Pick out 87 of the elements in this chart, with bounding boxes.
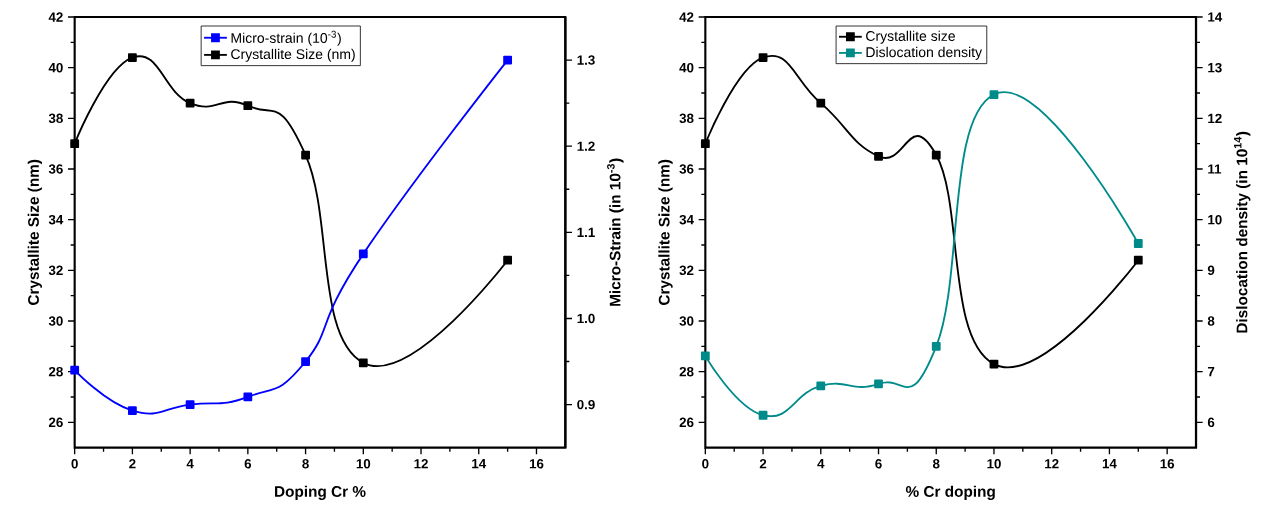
x-tick-label: 6 xyxy=(244,459,252,469)
y2-tick-label: 12 xyxy=(1208,113,1222,123)
x-tick-label: 12 xyxy=(414,459,428,469)
point xyxy=(503,255,513,265)
x-tick-label: 2 xyxy=(129,459,136,469)
y2-axis-title: Micro-Strain (in 10$^{-3}$) xyxy=(607,158,624,306)
point xyxy=(874,151,883,161)
legend-label: Dislocation density xyxy=(866,46,983,60)
point xyxy=(301,357,310,366)
point xyxy=(758,410,768,420)
y-tick-label: 42 xyxy=(48,12,63,22)
point xyxy=(874,379,883,389)
point xyxy=(816,98,826,108)
y2-tick-label: 1.0 xyxy=(577,313,595,324)
point xyxy=(931,150,941,160)
y2-tick-label: 11 xyxy=(1208,164,1222,174)
y2-tick-label: 1.2 xyxy=(577,141,595,151)
y-tick-label: 36 xyxy=(679,164,694,174)
y2-tick-label: 1.1 xyxy=(577,227,595,237)
y-tick-label: 34 xyxy=(48,214,64,225)
point xyxy=(503,55,513,65)
x-tick-label: 10 xyxy=(356,459,371,469)
y2-tick-label: 1.3 xyxy=(577,55,595,65)
point xyxy=(243,101,253,111)
legend-label: Crystallite Size (nm) xyxy=(231,48,355,62)
y-tick-label: 40 xyxy=(48,62,63,73)
y-tick-label: 30 xyxy=(679,316,694,326)
y-axis-title: Crystallite Size (nm) xyxy=(658,159,673,305)
y-tick-label: 26 xyxy=(679,417,694,428)
x-tick-label: 14 xyxy=(472,459,487,469)
point xyxy=(358,249,368,259)
point xyxy=(185,400,195,409)
legend-label: Crystallite size xyxy=(866,30,955,44)
y2-tick-label: 7 xyxy=(1207,367,1215,377)
point xyxy=(243,392,253,402)
x-tick-label: 16 xyxy=(1160,459,1175,469)
y-tick-label: 34 xyxy=(679,214,694,225)
y-tick-label: 28 xyxy=(679,366,694,377)
point xyxy=(931,341,941,351)
y-tick-label: 38 xyxy=(679,113,694,124)
point xyxy=(1133,239,1143,248)
y2-tick-label: 0.9 xyxy=(577,399,595,410)
y-axis-title: Crystallite Size (nm) xyxy=(27,159,42,305)
point xyxy=(758,53,768,62)
point xyxy=(700,351,710,361)
y-tick-label: 32 xyxy=(679,265,694,276)
point xyxy=(70,139,80,149)
x-tick-label: 16 xyxy=(529,459,544,469)
y2-tick-label: 10 xyxy=(1208,214,1222,225)
x-tick-label: 0 xyxy=(702,459,709,469)
y-tick-label: 38 xyxy=(48,113,63,124)
x-tick-label: 8 xyxy=(932,459,940,469)
legend-label: Micro-strain (10$^{-3}$) xyxy=(231,30,341,46)
point xyxy=(70,365,80,375)
x-tick-label: 14 xyxy=(1102,459,1117,469)
x-axis-title: % Cr doping xyxy=(905,485,995,500)
x-tick-label: 0 xyxy=(71,459,78,469)
point xyxy=(816,381,826,391)
y-tick-label: 32 xyxy=(48,265,63,276)
x-tick-label: 6 xyxy=(875,459,882,469)
point xyxy=(1133,255,1143,265)
y-tick-label: 40 xyxy=(679,62,694,73)
y-tick-label: 28 xyxy=(48,366,63,377)
y2-tick-label: 9 xyxy=(1207,265,1215,276)
y2-tick-label: 14 xyxy=(1208,12,1223,22)
x-tick-label: 4 xyxy=(186,459,194,469)
y2-tick-label: 13 xyxy=(1208,62,1222,73)
x-axis-title: Doping Cr % xyxy=(275,485,366,500)
point xyxy=(700,139,710,149)
point xyxy=(989,90,999,99)
y-tick-label: 30 xyxy=(48,316,63,326)
point xyxy=(127,53,137,62)
x-tick-label: 4 xyxy=(817,459,825,469)
point xyxy=(358,358,368,368)
x-tick-label: 12 xyxy=(1045,459,1059,469)
y-tick-label: 36 xyxy=(48,164,63,174)
x-tick-label: 10 xyxy=(987,459,1001,469)
point xyxy=(185,98,195,108)
point xyxy=(301,150,310,160)
y-tick-label: 26 xyxy=(48,417,63,428)
point xyxy=(127,406,137,416)
y2-axis-title: Dislocation density (in 10$^{14}$) xyxy=(1234,131,1251,333)
y-tick-label: 42 xyxy=(679,12,694,22)
x-tick-label: 8 xyxy=(302,459,309,469)
y2-tick-label: 6 xyxy=(1207,417,1215,428)
x-tick-label: 2 xyxy=(759,459,767,469)
y2-tick-label: 8 xyxy=(1207,316,1215,326)
